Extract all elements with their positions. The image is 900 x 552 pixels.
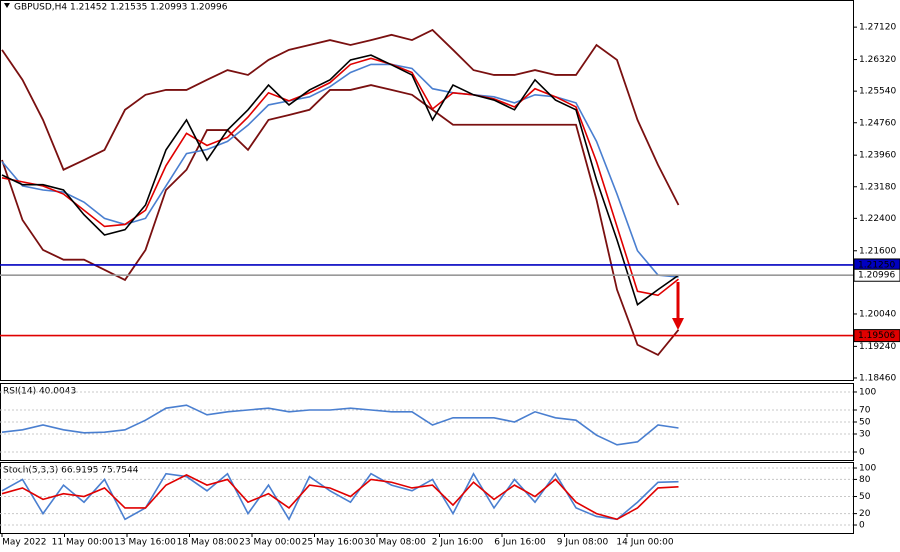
title-icon bbox=[4, 3, 10, 8]
y-tick-label: 1.26320 bbox=[859, 55, 896, 65]
y-tick-label: 1.20040 bbox=[859, 309, 896, 319]
level-tag bbox=[853, 268, 900, 282]
rsi-title: RSI(14) 40.0043 bbox=[3, 387, 76, 397]
x-tick-label: 30 May 08:00 bbox=[364, 538, 426, 548]
chart-title: GBPUSD,H4 1.21452 1.21535 1.20993 1.2099… bbox=[14, 3, 228, 13]
x-tick-label: 9 Jun 08:00 bbox=[557, 538, 609, 548]
x-tick-label: 25 May 16:00 bbox=[302, 538, 364, 548]
level-label: 1.19506 bbox=[858, 331, 895, 341]
x-tick-label: 11 May 00:00 bbox=[52, 538, 114, 548]
y-tick-label: 1.21600 bbox=[859, 246, 896, 256]
y-tick-label: 0 bbox=[859, 448, 865, 458]
y-tick-label: 1.23960 bbox=[859, 151, 896, 161]
y-tick-label: 80 bbox=[859, 475, 871, 485]
y-tick-label: 1.24760 bbox=[859, 118, 896, 128]
y-tick-label: 50 bbox=[859, 418, 871, 428]
series-line bbox=[1, 473, 679, 521]
main-panel bbox=[0, 0, 854, 381]
y-tick-label: 50 bbox=[859, 492, 871, 502]
level-tag bbox=[853, 329, 900, 343]
stoch-panel bbox=[0, 462, 854, 534]
series-line bbox=[1, 54, 679, 306]
x-tick-label: 6 May 2022 bbox=[0, 538, 46, 548]
x-tick-label: 13 May 16:00 bbox=[114, 538, 176, 548]
y-tick-label: 1.23180 bbox=[859, 182, 896, 192]
x-tick-label: 18 May 08:00 bbox=[177, 538, 239, 548]
y-tick-label: 20 bbox=[859, 509, 871, 519]
y-tick-label: 1.18460 bbox=[859, 373, 896, 383]
level-label: 1.20996 bbox=[858, 271, 895, 281]
y-tick-label: 0 bbox=[859, 521, 865, 531]
series-line bbox=[1, 28, 680, 206]
y-tick-label: 70 bbox=[859, 405, 871, 415]
series-line bbox=[1, 57, 679, 297]
x-tick-label: 2 Jun 16:00 bbox=[432, 538, 484, 548]
annotation-arrow bbox=[672, 282, 684, 330]
x-tick-label: 6 Jun 16:00 bbox=[494, 538, 546, 548]
x-tick-label: 14 Jun 00:00 bbox=[616, 538, 673, 548]
y-tick-label: 1.25540 bbox=[859, 87, 896, 97]
y-tick-label: 1.19240 bbox=[859, 342, 896, 352]
y-tick-label: 1.27120 bbox=[859, 23, 896, 33]
y-tick-label: 1.22400 bbox=[859, 214, 896, 224]
y-tick-label: 30 bbox=[859, 430, 871, 440]
series-line bbox=[1, 63, 679, 278]
y-tick-label: 100 bbox=[859, 387, 876, 397]
x-tick-label: 23 May 00:00 bbox=[239, 538, 301, 548]
stoch-title: Stoch(5,3,3) 66.9195 75.7544 bbox=[3, 466, 139, 476]
level-label: 1.21250 bbox=[858, 260, 895, 270]
series-line bbox=[1, 404, 679, 446]
y-tick-label: 100 bbox=[859, 464, 876, 474]
